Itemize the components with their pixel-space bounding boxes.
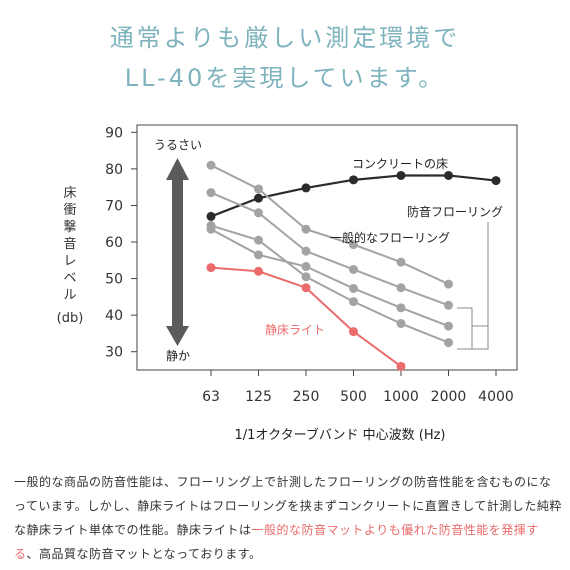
legend-concrete-floor: コンクリートの床 [352,157,448,171]
data-point-series-1 [301,224,311,234]
y-tick-label: 40 [105,308,123,324]
x-tick-label: 500 [340,389,367,405]
description-text-1: 一般的な商品の防音性能は、フローリング上で計測したフローリングの防音性能を含むも… [14,475,562,537]
data-point-series-1 [349,240,358,250]
data-point-series-3 [349,283,358,293]
soundproof-bracket-line [472,222,489,350]
x-axis-label: 1/1オクターブバンド 中心波数 (Hz) [234,427,445,443]
data-point-series-2 [301,246,311,256]
data-point-series-2 [254,208,263,218]
data-point-series-5 [349,327,358,337]
x-tick-label: 1000 [383,389,419,405]
data-point-series-5 [396,361,406,371]
y-tick-label: 90 [105,125,123,141]
legend-general-flooring: 一般的なフローリング [330,230,450,245]
series-line-1 [210,164,449,285]
data-point-series-1 [254,184,263,194]
plot-frame [136,124,518,371]
y-axis-label-char: 衝 [63,203,76,218]
arrow-head-up [166,158,189,180]
data-point-series-4 [396,319,406,329]
y-tick-label: 60 [105,235,123,251]
arrow-shaft [172,178,183,328]
headline-line-1: 通常よりも厳しい測定環境で [109,24,461,52]
description-highlight: 一般的な防音マットよりも優れた防音性能を発揮する [14,523,539,561]
data-point-series-2 [349,264,358,274]
series-line-2 [210,191,449,307]
y-axis-label-char: 床 [63,186,76,201]
series-line-4 [210,224,449,344]
data-point-series-0 [254,193,263,203]
data-point-series-4 [254,235,263,245]
arrow-top-label: うるさい [154,138,202,152]
data-point-series-4 [349,297,358,307]
y-tick-label: 50 [105,272,123,288]
x-tick-label: 63 [202,389,220,405]
data-point-series-5 [301,283,311,293]
data-point-series-1 [444,279,453,289]
data-point-series-2 [206,188,216,198]
y-tick-label: 80 [105,162,123,178]
data-point-series-3 [444,321,453,331]
data-point-series-2 [444,300,453,310]
data-point-series-0 [491,176,501,186]
data-point-series-2 [396,283,406,293]
data-point-series-4 [206,221,216,231]
description: 一般的な商品の防音性能は、フローリング上で計測したフローリングの防音性能を含むも… [14,470,562,566]
y-axis-label-char: 撃 [63,219,76,235]
data-point-series-3 [254,250,263,260]
data-point-series-0 [396,170,406,180]
description-text-2: 、高品質な防音マットとなっております。 [26,547,262,561]
arrow-bottom-label: 静か [166,349,190,363]
data-point-series-4 [444,338,453,348]
y-tick-label: 30 [105,345,123,361]
y-axis-label-char: ベ [63,271,76,286]
loudness-arrow [166,158,189,346]
x-tick-label: 125 [245,389,272,405]
y-axis-unit: (db) [57,311,84,326]
data-point-series-0 [349,175,358,185]
data-point-series-3 [396,303,406,313]
x-tick-label: 250 [293,389,320,405]
data-point-series-4 [301,272,311,282]
series-line-3 [210,228,449,328]
data-point-series-0 [301,183,311,193]
x-tick-label: 4000 [478,389,514,405]
data-point-series-0 [206,211,216,221]
data-point-series-1 [206,160,216,170]
legend-product: 静床ライト [265,323,325,337]
y-tick-label: 70 [105,198,123,214]
data-point-series-3 [301,262,311,272]
series-line-5 [210,266,402,368]
x-tick-label: 2000 [431,389,467,405]
y-axis-label-char: ル [63,288,76,303]
arrow-head-down [166,326,189,346]
y-axis-label-char: レ [63,254,76,269]
legend-soundproof-flooring: 防音フローリング [407,204,503,219]
headline-line-2: LL-40を実現しています。 [124,64,446,92]
y-axis-label-char: 音 [63,236,76,252]
data-point-series-1 [396,257,406,267]
data-point-series-5 [254,266,263,276]
data-point-series-5 [206,263,216,273]
data-point-series-0 [444,170,453,180]
soundproof-bracket [457,307,473,350]
